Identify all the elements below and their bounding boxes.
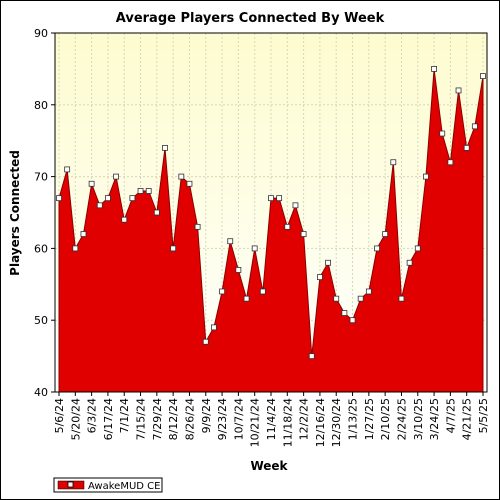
data-point [64,166,71,173]
x-tick-label: 6/17/24 [102,398,115,440]
data-point [471,123,478,130]
data-point [72,245,79,252]
y-axis-title: Players Connected [8,150,22,276]
data-point [317,274,323,281]
data-point [414,245,421,252]
data-point [219,288,225,295]
data-point [121,216,128,223]
data-point [194,223,201,230]
y-tick-label: 70 [34,171,48,184]
x-tick-label: 12/30/24 [330,398,343,447]
x-tick-label: 7/29/24 [151,398,164,440]
data-point [431,66,437,72]
data-point [96,202,103,209]
x-tick-label: 4/7/25 [444,398,457,433]
data-point [365,288,372,295]
x-tick-label: 10/21/24 [249,398,262,447]
x-tick-label: 6/3/24 [86,398,99,433]
x-tick-label: 2/10/25 [379,398,392,440]
x-tick-label: 2/24/25 [395,398,408,440]
data-point [259,288,266,295]
data-point [153,209,160,216]
x-tick-label: 7/1/24 [118,398,131,433]
data-point [349,317,356,324]
data-point [243,295,250,302]
data-point [374,245,380,252]
data-point [268,195,274,202]
data-point [439,130,446,137]
x-tick-label: 5/6/24 [53,398,66,433]
x-tick-label: 7/15/24 [135,398,148,440]
x-tick-label: 8/26/24 [183,398,196,440]
data-point [447,159,454,166]
data-point [88,180,95,187]
y-axis-ticks: 40 50 60 70 80 90 [34,27,55,399]
y-tick-label: 60 [34,242,48,255]
data-point [129,195,136,202]
data-point [480,73,486,79]
data-point [186,180,193,187]
data-point [333,295,340,302]
data-point [398,295,405,302]
data-point [341,310,348,316]
data-point [390,159,397,166]
data-point [211,324,217,331]
x-tick-label: 12/2/24 [298,398,311,440]
x-tick-label: 9/9/24 [200,398,213,433]
x-tick-label: 5/20/24 [69,398,82,440]
data-point [227,238,234,245]
legend-label: AwakeMUD CE [88,481,160,492]
data-point [463,144,470,151]
data-point [137,188,144,194]
chart-title: Average Players Connected By Week [116,11,385,26]
x-tick-label: 5/5/25 [477,398,490,433]
data-point [406,259,413,266]
data-point [357,295,364,302]
data-point [382,231,389,237]
data-point [162,144,168,151]
data-point [423,173,429,180]
x-tick-label: 11/4/24 [265,398,278,440]
x-tick-label: 8/12/24 [167,398,180,440]
y-tick-label: 80 [34,99,48,112]
x-tick-label: 11/18/24 [281,398,294,447]
x-tick-label: 1/13/25 [347,398,360,440]
data-point [235,267,242,273]
x-tick-label: 10/7/24 [232,398,245,440]
data-point [202,338,209,345]
y-tick-label: 90 [34,27,48,40]
series-markers [56,66,486,360]
x-tick-label: 1/27/25 [363,398,376,440]
data-point [325,259,331,266]
x-tick-label: 4/21/25 [461,398,474,440]
x-axis-ticks: 5/6/24 5/20/24 6/3/24 6/17/24 7/1/24 7/15/24 7… [53,392,490,447]
x-tick-label: 9/23/24 [216,398,229,440]
data-point [178,173,185,180]
data-point [308,353,315,360]
x-tick-label: 12/16/24 [314,398,327,447]
x-axis-title: Week [250,459,288,473]
data-point [276,195,283,202]
data-point [105,195,111,202]
data-point [56,195,62,202]
data-point [292,202,299,209]
data-point [113,173,119,180]
data-point [80,231,87,237]
data-point [145,188,152,194]
legend-marker [67,481,74,488]
legend: AwakeMUD CE [53,477,163,493]
y-tick-label: 40 [34,386,48,399]
x-tick-label: 3/10/25 [412,398,425,440]
data-point [170,245,177,252]
data-point [455,87,462,94]
data-point [300,231,307,237]
data-point [284,223,291,230]
y-tick-label: 50 [34,314,48,327]
x-tick-label: 3/24/25 [428,398,441,440]
data-point [251,245,258,252]
